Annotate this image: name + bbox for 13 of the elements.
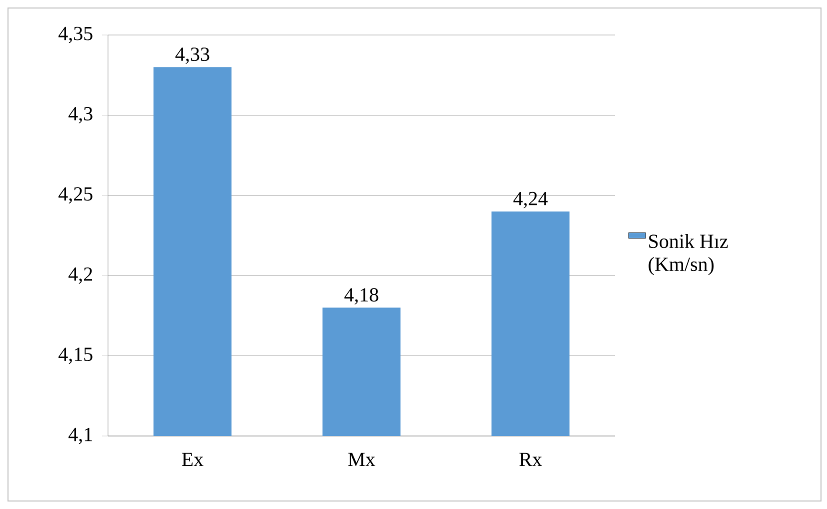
- y-tick-label: 4,3: [68, 107, 92, 124]
- x-tick-label: Mx: [348, 452, 376, 466]
- legend-label: Sonik Hız (Km/sn): [648, 234, 728, 276]
- data-label: 4,33: [175, 48, 210, 64]
- y-tick-label: 4,1: [68, 428, 92, 444]
- y-tick-label: 4,2: [68, 267, 92, 284]
- y-tick-label: 4,25: [58, 187, 92, 204]
- data-label: 4,24: [513, 192, 548, 208]
- x-tick-label: Ex: [182, 452, 204, 466]
- x-tick-label: Rx: [519, 452, 542, 466]
- data-label: 4,18: [344, 288, 378, 304]
- y-tick-label: 4,15: [58, 348, 92, 364]
- y-tick-label: 4,35: [58, 26, 92, 44]
